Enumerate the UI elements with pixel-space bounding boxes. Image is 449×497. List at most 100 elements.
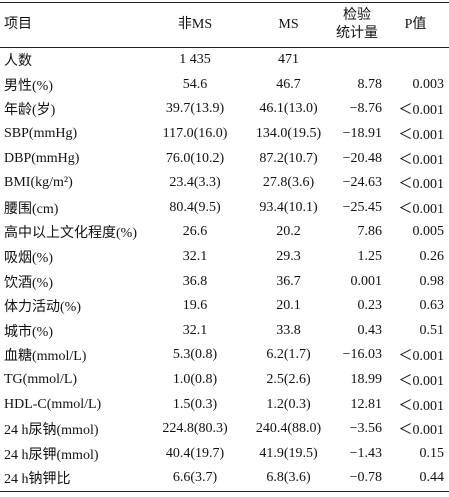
table-cell: 体力活动(%) [4,300,81,316]
table-cell: 2.5(2.6) [266,372,311,388]
table-cell: 33.8 [276,322,301,338]
table-row: 血糖(mmol/L) 5.3(0.8) 6.2(1.7) −16.03 ＜0.001 [0,343,449,368]
table-cell: −8.76 [349,101,382,117]
table-cell: 46.1(13.0) [259,101,318,117]
table-cell: SBP(mmHg) [4,126,78,142]
table-cell: ＜0.001 [398,398,445,414]
table-cell: 32.1 [182,249,208,265]
table-cell: 6.2(1.7) [266,347,311,363]
table-cell: TG(mmol/L) [4,372,78,388]
table-row: 24 h尿钠(mmol) 224.8(80.3) 240.4(88.0) −3.56 ＜… [0,417,449,442]
table-cell: 5.3(0.8) [172,347,218,363]
table-cell: 吸烟(%) [4,251,53,267]
table-cell: 0.005 [412,224,445,240]
table-row: 24 h尿钾(mmol) 40.4(19.7) 41.9(19.5) −1.43 0.1… [0,442,449,467]
table-cell: 80.4(9.5) [169,199,221,215]
table-cell: 41.9(19.5) [259,445,318,461]
table-cell: 24 h钠钾比 [4,472,71,488]
table-cell: ＜0.001 [398,128,445,144]
header-cell: 非MS [177,17,213,32]
table-cell: 134.0(19.5) [255,126,322,142]
table-cell: 8.78 [357,76,383,92]
table-cell: 7.86 [357,224,383,240]
table-cell [382,48,449,73]
table-cell: 24 h尿钾(mmol) [4,447,99,463]
table-cell: 6.6(3.7) [172,470,218,486]
table-cell: −18.91 [342,126,382,142]
table-cell: ＜0.001 [398,349,445,365]
header-cell: 检验 统计量 [336,8,378,41]
table-cell: 1.2(0.3) [266,396,311,412]
table-cell: 39.7(13.9) [165,101,225,117]
table-header: 项目 非MS MS 检验 统计量 P值 [0,2,449,48]
table-cell [332,48,382,73]
table-cell: 血糖(mmol/L) [4,349,87,365]
table-cell: 0.15 [419,445,445,461]
table-cell: 87.2(10.7) [259,150,318,166]
table-row: HDL-C(mmol/L) 1.5(0.3) 1.2(0.3) 12.81 ＜0.001 [0,392,449,417]
table-cell: 0.43 [357,322,383,338]
table-cell: 19.6 [182,298,208,314]
table-cell: 36.8 [182,273,208,289]
table-cell: 1.25 [357,249,383,265]
table-cell: 0.63 [419,298,445,314]
table-cell: 6.8(3.6) [266,470,311,486]
header-row: 项目 非MS MS 检验 统计量 P值 [0,2,449,48]
table-cell: 20.1 [276,298,301,314]
table-cell: 0.23 [357,298,383,314]
table-cell: 76.0(10.2) [165,150,225,166]
table-cell: 46.7 [276,76,301,92]
table-cell: 0.44 [419,470,445,486]
table-cell: 93.4(10.1) [259,199,318,215]
table-cell: 饮酒(%) [4,275,53,291]
table-cell: 54.6 [182,76,208,92]
table-row: 吸烟(%) 32.1 29.3 1.25 0.26 [0,245,449,270]
table-cell: BMI(kg/m²) [4,175,73,191]
table-cell: 人数 [4,54,32,70]
table-cell: 0.003 [412,76,445,92]
table-row: 城市(%) 32.1 33.8 0.43 0.51 [0,319,449,344]
table-cell: ＜0.001 [398,103,445,119]
table-body: 人数 1 435 471 男性(%) 54.6 46.7 8.78 0.003 年龄(岁) 39.… [0,48,449,492]
table-cell: 18.99 [350,372,383,388]
table-cell: 高中以上文化程度(%) [4,226,137,242]
table-cell: 年龄(岁) [4,103,56,119]
table-cell: ＜0.001 [398,201,445,217]
table-cell: 27.8(3.6) [262,175,315,191]
table-cell: ＜0.001 [398,374,445,390]
header-cell: 项目 [4,17,32,32]
table-cell: 男性(%) [4,78,53,94]
table-cell: 20.2 [276,224,301,240]
table-cell: 224.8(80.3) [162,421,228,437]
table-row: 体力活动(%) 19.6 20.1 0.23 0.63 [0,294,449,319]
table-row: 腰围(cm) 80.4(9.5) 93.4(10.1) −25.45 ＜0.001 [0,196,449,221]
table-cell: 0.001 [350,273,383,289]
table-cell: ＜0.001 [398,177,445,193]
table-cell: 1.0(0.8) [172,372,218,388]
table-cell: ＜0.001 [398,152,445,168]
table-row: 饮酒(%) 36.8 36.7 0.001 0.98 [0,269,449,294]
table-cell: 36.7 [276,273,301,289]
header-cell: P值 [404,17,427,32]
table-row: SBP(mmHg) 117.0(16.0) 134.0(19.5) −18.91 ＜0.… [0,122,449,147]
table-cell: 1 435 [179,52,211,68]
table-row: 24 h钠钾比 6.6(3.7) 6.8(3.6) −0.78 0.44 [0,466,449,492]
table-cell: DBP(mmHg) [4,150,80,166]
table-cell: 471 [278,52,299,68]
table-cell: 23.4(3.3) [169,175,221,191]
table-cell: −3.56 [349,421,382,437]
table-row: 男性(%) 54.6 46.7 8.78 0.003 [0,73,449,98]
table-row: 年龄(岁) 39.7(13.9) 46.1(13.0) −8.76 ＜0.001 [0,97,449,122]
table-cell: 0.98 [419,273,445,289]
table-cell: 117.0(16.0) [162,126,228,142]
table-cell: 24 h尿钠(mmol) [4,423,99,439]
table-cell: 12.81 [350,396,383,412]
table-cell: 32.1 [182,322,208,338]
table-cell: 240.4(88.0) [255,421,322,437]
table-row: 人数 1 435 471 [0,48,449,73]
table-row: TG(mmol/L) 1.0(0.8) 2.5(2.6) 18.99 ＜0.001 [0,368,449,393]
table-cell: −1.43 [349,445,382,461]
header-cell: MS [278,17,299,32]
table-row: BMI(kg/m²) 23.4(3.3) 27.8(3.6) −24.63 ＜0.001 [0,171,449,196]
